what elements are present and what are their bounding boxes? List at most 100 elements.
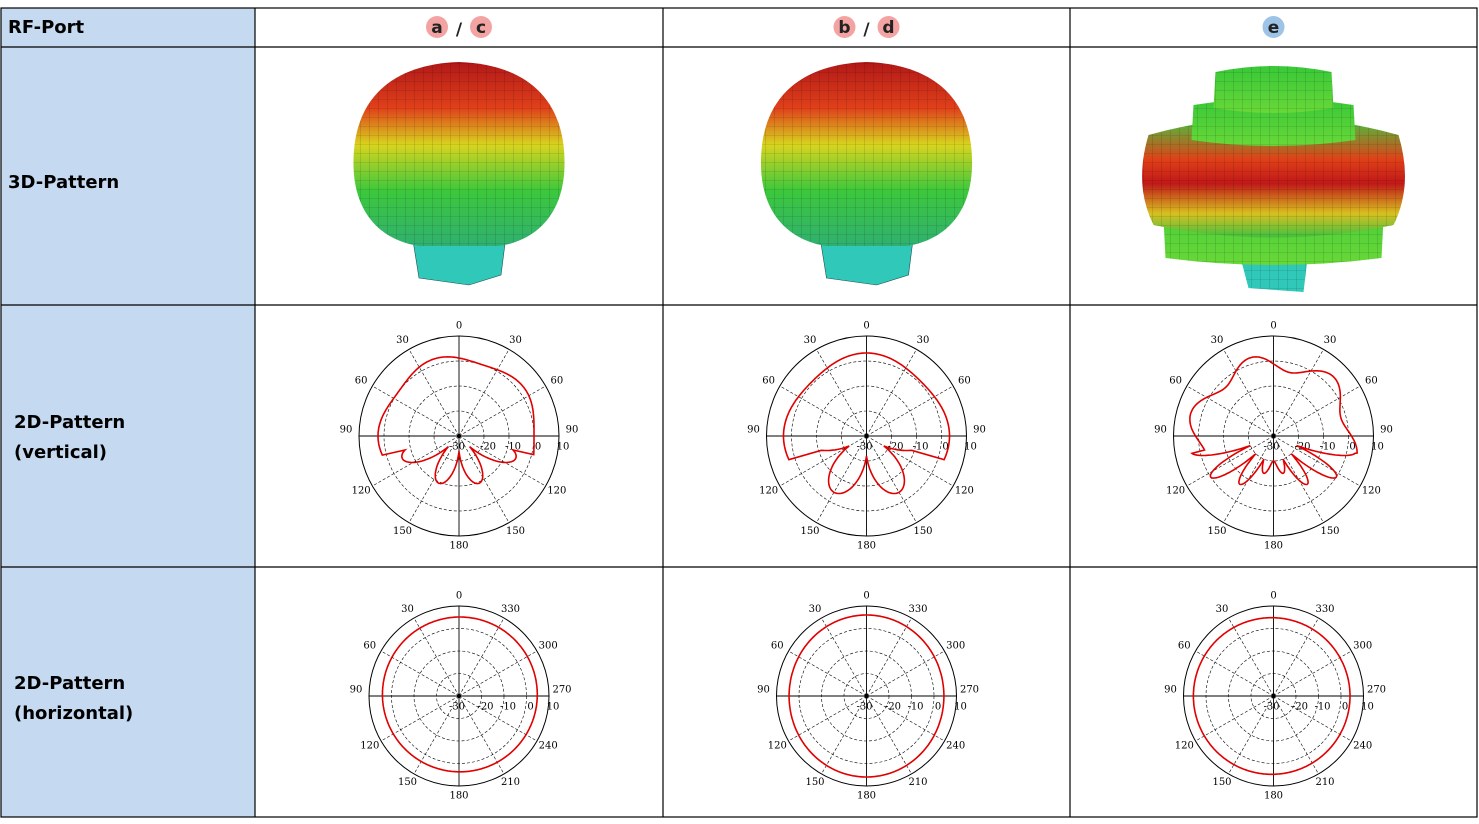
polar-spoke — [866, 385, 954, 437]
polar-radial-label: -10 — [500, 702, 516, 713]
polar-spoke — [380, 650, 460, 697]
polar-angle-label: 180 — [449, 541, 468, 552]
polar-angle-label: 30 — [396, 335, 409, 346]
polar-spoke — [408, 349, 460, 437]
polar-angle-label: 0 — [456, 321, 462, 332]
polar-spoke — [380, 695, 460, 742]
polar-radial-label: 10 — [964, 442, 977, 453]
polar-spoke — [1273, 695, 1319, 775]
table-grid — [0, 7, 1478, 818]
polar-spoke — [458, 650, 538, 697]
polar-angle-label: 180 — [857, 541, 876, 552]
polar-spoke — [1228, 617, 1274, 697]
polar-spoke — [1186, 435, 1274, 487]
polar-spoke — [1273, 617, 1319, 697]
polar-center — [1271, 433, 1276, 439]
polar-angle-label: 210 — [501, 777, 520, 788]
polar-radial-label: -20 — [480, 442, 496, 453]
polar-angle-label: 0 — [456, 591, 462, 602]
polar-angle-label: 90 — [1154, 425, 1167, 436]
polar-angle-label: 150 — [506, 526, 525, 537]
polar-radial-label: 10 — [557, 442, 570, 453]
polar-radial-label: -30 — [856, 702, 872, 713]
polar-angle-label: 300 — [539, 641, 558, 652]
polar-angle-label: 270 — [1367, 685, 1386, 696]
polar-spoke — [1186, 385, 1274, 437]
polar-angle-label: 180 — [449, 791, 468, 802]
polar-spoke — [866, 650, 945, 697]
polar-spoke — [1223, 349, 1274, 437]
polar-spoke — [779, 435, 867, 487]
polar-spoke — [458, 385, 546, 437]
polar-angle-label: 210 — [908, 777, 927, 788]
polar-angle-label: 150 — [398, 777, 417, 788]
polar-spoke — [458, 435, 546, 487]
port-badge — [470, 16, 492, 38]
polar-radial-label: -10 — [1314, 702, 1330, 713]
polar-angle-label: 30 — [804, 335, 817, 346]
polar-angle-label: 150 — [1320, 526, 1339, 537]
polar-radial-label: -10 — [912, 442, 928, 453]
polar-plot: 0 30 60 90 120 150 180 210 240 270 300 330 -30 -20 -10… — [757, 591, 979, 802]
polar-radial-label: -20 — [885, 702, 901, 713]
polar-angle-label: 60 — [363, 641, 376, 652]
polar-center — [864, 693, 869, 699]
polar-radial-label: -30 — [449, 442, 465, 453]
row-label: (vertical) — [14, 442, 107, 463]
polar-radial-label: 0 — [1349, 442, 1355, 453]
polar-angle-label: 150 — [393, 526, 412, 537]
polar-angle-label: 90 — [1164, 685, 1177, 696]
pattern-curve — [1192, 616, 1351, 776]
polar-spoke — [1273, 385, 1361, 437]
polar-angle-label: 180 — [1264, 541, 1283, 552]
polar-angle-label: 330 — [908, 604, 927, 615]
polar-spoke — [458, 695, 538, 742]
polar-radial-label: -10 — [907, 702, 923, 713]
polar-spoke — [372, 435, 460, 487]
port-badge-label: d — [882, 18, 894, 38]
row-label: (horizontal) — [14, 703, 133, 724]
port-badge-label: c — [476, 18, 486, 38]
polar-angle-label: 150 — [1212, 777, 1231, 788]
polar-angle-label: 300 — [1353, 641, 1372, 652]
polar-spoke — [372, 385, 460, 437]
port-badge — [426, 16, 448, 38]
polar-angle-label: 30 — [1324, 335, 1337, 346]
label-column — [1, 8, 255, 817]
polar-spoke — [788, 650, 867, 697]
pattern-curve — [381, 616, 539, 773]
pattern-3d-mesh — [353, 62, 565, 246]
polar-spoke — [866, 617, 912, 697]
polar-angle-label: 150 — [800, 526, 819, 537]
polar-center — [864, 433, 869, 439]
port-badge-label: e — [1268, 18, 1280, 38]
polar-radial-label: -30 — [1263, 442, 1279, 453]
polar-center — [456, 693, 462, 699]
polar-spoke — [866, 435, 917, 523]
polar-angle-label: 30 — [1211, 335, 1224, 346]
polar-angle-label: 60 — [771, 641, 784, 652]
polar-spoke — [458, 349, 510, 437]
polar-radial-label: 0 — [935, 702, 941, 713]
polar-angle-label: 90 — [1380, 425, 1393, 436]
polar-spoke — [866, 695, 912, 775]
polar-angle-label: 120 — [955, 486, 974, 497]
polar-angle-label: 30 — [1216, 604, 1229, 615]
row-label: 2D-Pattern — [14, 412, 125, 433]
polar-angle-label: 120 — [547, 486, 566, 497]
pattern-3d-mesh — [1142, 117, 1405, 238]
polar-spoke — [1228, 695, 1274, 775]
pattern-curve — [788, 614, 945, 778]
polar-angle-label: 0 — [863, 591, 869, 602]
polar-spoke — [866, 695, 945, 742]
polar-angle-label: 330 — [501, 604, 520, 615]
polar-radial-label: -10 — [505, 442, 521, 453]
polar-angle-label: 120 — [759, 486, 778, 497]
polar-angle-label: 120 — [352, 486, 371, 497]
polar-angle-label: 60 — [1365, 376, 1378, 387]
polar-spoke — [816, 349, 867, 437]
